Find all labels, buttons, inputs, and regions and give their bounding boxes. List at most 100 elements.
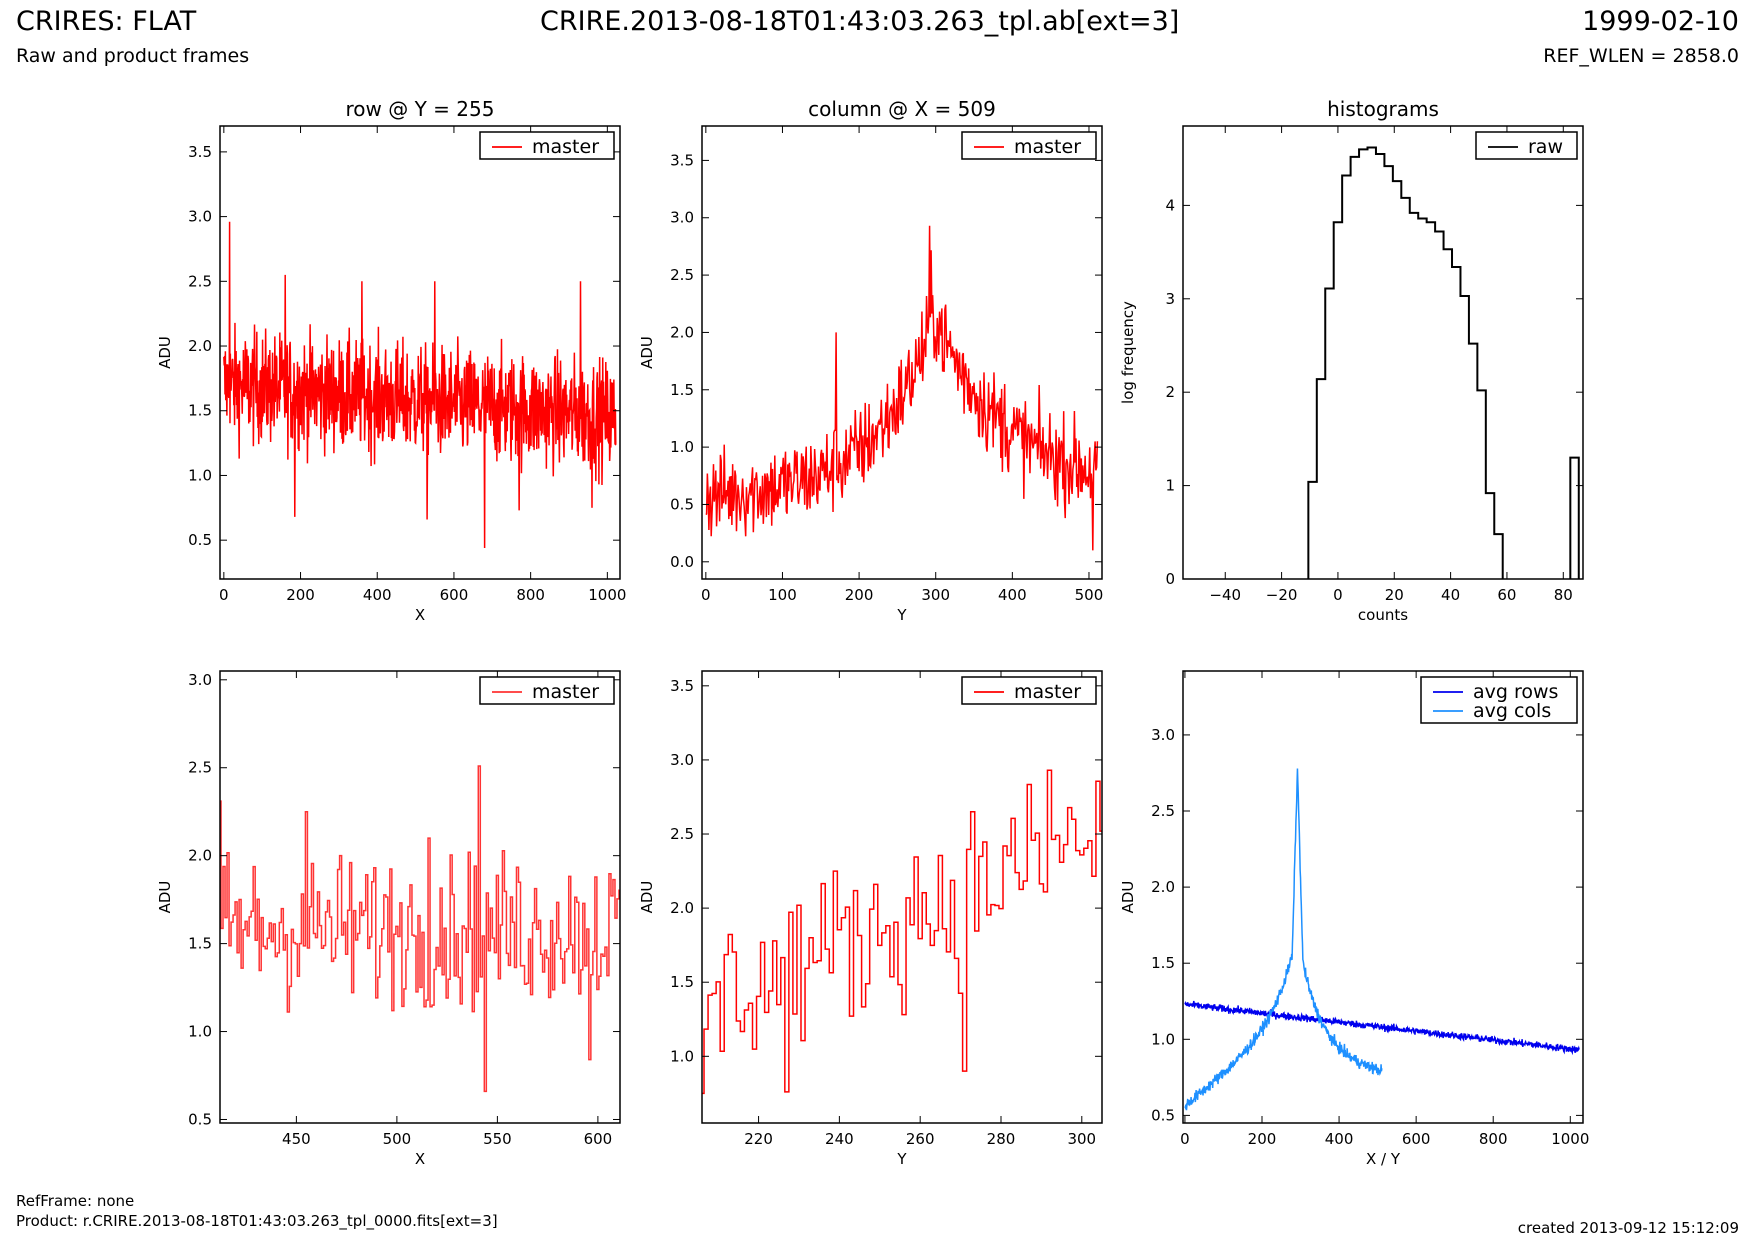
x-tick-label: 0 — [1180, 1130, 1190, 1148]
y-tick-label: 3.0 — [188, 208, 212, 226]
axes-frame — [219, 670, 621, 1124]
x-tick-label: 500 — [383, 1130, 412, 1148]
y-tick-label: 0.5 — [1151, 1106, 1175, 1124]
y-axis-label: ADU — [1119, 881, 1137, 914]
x-tick-label: 800 — [1479, 1130, 1508, 1148]
footer-created: created 2013-09-12 15:12:09 — [1517, 1219, 1739, 1237]
y-tick-label: 2.5 — [1151, 802, 1175, 820]
y-tick-label: 2.0 — [188, 337, 212, 355]
y-tick-label: 3 — [1165, 290, 1175, 308]
x-tick-label: 100 — [768, 586, 797, 604]
y-tick-label: 4 — [1165, 196, 1175, 214]
page-title: CRIRES: FLAT — [16, 6, 197, 37]
legend-label: avg rows — [1473, 681, 1558, 703]
axes-frame — [1182, 125, 1584, 580]
y-tick-label: 3.5 — [188, 143, 212, 161]
x-tick-label: −40 — [1209, 586, 1241, 604]
y-tick-label: 1.5 — [670, 381, 694, 399]
x-tick-label: 0 — [1333, 586, 1343, 604]
y-tick-label: 1.0 — [670, 438, 694, 456]
y-tick-label: 3.0 — [670, 751, 694, 769]
x-tick-label: 600 — [584, 1130, 613, 1148]
y-tick-label: 3.0 — [670, 209, 694, 227]
x-tick-label: 300 — [1067, 1130, 1096, 1148]
y-tick-label: 0.5 — [188, 531, 212, 549]
legend-label: avg cols — [1473, 700, 1551, 722]
y-tick-label: 2.5 — [670, 825, 694, 843]
series-master — [702, 769, 1102, 1095]
series-raw — [1307, 146, 1580, 579]
chart-title: histograms — [1327, 97, 1439, 121]
y-tick-label: 3.5 — [670, 677, 694, 695]
file-name: CRIRE.2013-08-18T01:43:03.263_tpl.ab[ext… — [540, 6, 1180, 37]
x-tick-label: 200 — [286, 586, 315, 604]
x-tick-label: 60 — [1497, 586, 1516, 604]
x-tick-label: 220 — [744, 1130, 773, 1148]
axes-frame — [219, 125, 621, 580]
chart-title: row @ Y = 255 — [346, 97, 495, 121]
x-tick-label: 20 — [1385, 586, 1404, 604]
y-tick-label: 1 — [1165, 477, 1175, 495]
series-avg-cols — [1184, 768, 1383, 1111]
legend: raw — [1475, 131, 1578, 160]
y-axis-label: ADU — [156, 881, 174, 914]
y-tick-label: 2 — [1165, 383, 1175, 401]
x-tick-label: 300 — [921, 586, 950, 604]
y-tick-label: 1.0 — [670, 1047, 694, 1065]
series-master — [220, 765, 620, 1093]
legend-label: master — [1014, 136, 1081, 158]
x-tick-label: 400 — [363, 586, 392, 604]
x-axis-label: counts — [1358, 606, 1408, 624]
y-axis-label: log frequency — [1119, 301, 1137, 404]
legend: master — [961, 676, 1097, 705]
y-axis-label: ADU — [638, 336, 656, 369]
y-tick-label: 1.0 — [188, 1023, 212, 1041]
y-tick-label: 1.5 — [1151, 954, 1175, 972]
chart-column-zoom: 220 240 260 280 300 1.0 1.5 2.0 2.5 3.0 3.5 Y ADU mas… — [638, 670, 1103, 1168]
y-tick-label: 2.0 — [670, 323, 694, 341]
y-tick-label: 2.5 — [188, 759, 212, 777]
series-master — [705, 225, 1099, 551]
x-tick-label: 260 — [906, 1130, 935, 1148]
x-tick-label: 240 — [825, 1130, 854, 1148]
x-tick-label: 450 — [282, 1130, 311, 1148]
ref-wlen: REF_WLEN = 2858.0 — [1543, 45, 1739, 67]
x-tick-label: 500 — [1075, 586, 1104, 604]
x-tick-label: −20 — [1266, 586, 1298, 604]
x-tick-label: 200 — [845, 586, 874, 604]
y-tick-label: 0.5 — [188, 1110, 212, 1128]
y-tick-label: 0.5 — [670, 495, 694, 513]
y-tick-label: 1.5 — [188, 402, 212, 420]
footer-refframe: RefFrame: none — [16, 1192, 135, 1210]
y-tick-label: 2.0 — [188, 847, 212, 865]
x-axis-label: X — [415, 606, 425, 624]
y-tick-label: 0.0 — [670, 553, 694, 571]
chart-histograms: −40 −20 0 20 40 60 80 0 1 2 3 4 counts log frequency h… — [1119, 97, 1584, 624]
x-axis-label: Y — [896, 1150, 907, 1168]
legend: master — [479, 676, 615, 705]
y-tick-label: 1.0 — [188, 466, 212, 484]
y-tick-label: 1.5 — [188, 935, 212, 953]
y-tick-label: 2.0 — [1151, 878, 1175, 896]
x-tick-label: 1000 — [1551, 1130, 1589, 1148]
chart-row: 0 200 400 600 800 1000 0.5 1.0 1.5 2.0 2.5 3.0 3.5 X A… — [156, 97, 626, 624]
header-date: 1999-02-10 — [1582, 6, 1739, 37]
x-tick-label: 1000 — [588, 586, 626, 604]
axes-frame — [701, 670, 1103, 1124]
y-tick-label: 0 — [1165, 570, 1175, 588]
x-tick-label: 200 — [1248, 1130, 1277, 1148]
legend: master — [479, 131, 615, 160]
x-axis-label: X — [415, 1150, 425, 1168]
x-tick-label: 280 — [987, 1130, 1016, 1148]
chart-title: column @ X = 509 — [808, 97, 996, 121]
x-axis-label: X / Y — [1366, 1150, 1401, 1168]
x-tick-label: 400 — [1325, 1130, 1354, 1148]
y-tick-label: 1.5 — [670, 973, 694, 991]
y-axis-label: ADU — [638, 881, 656, 914]
y-tick-label: 3.0 — [188, 671, 212, 689]
y-tick-label: 1.0 — [1151, 1030, 1175, 1048]
x-tick-label: 0 — [219, 586, 229, 604]
y-tick-label: 3.5 — [670, 151, 694, 169]
